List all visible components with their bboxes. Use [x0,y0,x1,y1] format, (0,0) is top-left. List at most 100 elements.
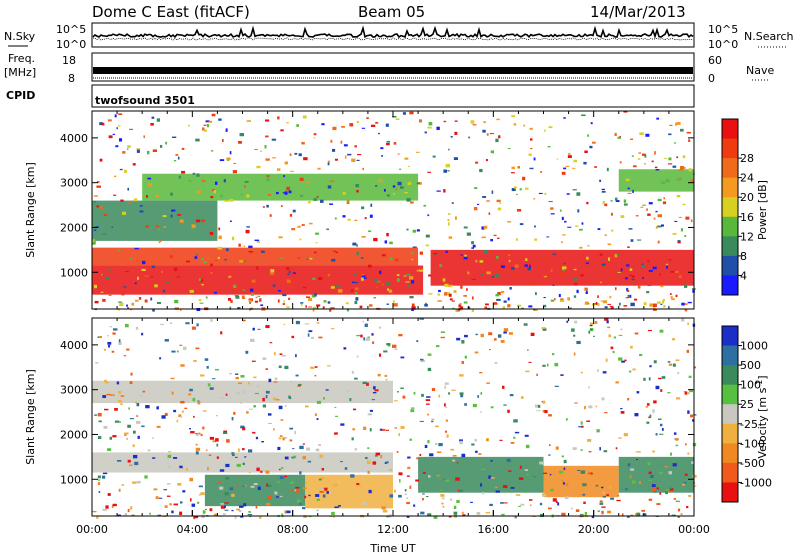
echo-speckle [496,298,501,301]
echo-speckle [356,154,362,156]
echo-speckle [136,402,140,407]
echo-speckle [336,284,341,288]
echo-speckle [247,513,253,516]
echo-speckle [396,391,399,393]
echo-speckle [220,506,225,509]
echo-speckle [500,340,505,343]
echo-speckle [254,239,259,242]
echo-speckle [310,366,315,369]
echo-speckle [484,303,489,306]
echo-speckle [213,189,216,194]
echo-speckle [303,157,308,161]
echo-speckle [137,276,139,280]
echo-speckle [131,514,135,516]
echo-speckle [108,344,111,348]
echo-speckle [120,395,125,397]
echo-speckle [659,433,664,435]
echo-speckle [289,427,293,430]
echo-speckle [139,205,143,207]
nsky-bottom-tick: 10^0 [56,38,86,51]
echo-speckle [344,155,347,159]
echo-speckle [129,381,133,385]
echo-speckle [659,273,662,276]
echo-speckle [678,169,684,171]
echo-speckle [96,185,101,188]
echo-speckle [284,161,288,165]
echo-speckle [283,323,286,325]
echo-speckle [404,191,408,194]
freq-unit: [MHz] [4,66,36,79]
echo-speckle [224,199,229,202]
echo-speckle [286,306,290,309]
colorbar-frame [721,118,739,296]
echo-speckle [129,128,134,130]
echo-speckle [266,204,269,208]
echo-speckle [136,148,141,150]
echo-speckle [453,505,457,510]
echo-speckle [98,436,102,440]
echo-speckle [467,271,470,275]
colorbar-tick-label: 24 [740,172,754,185]
echo-speckle [468,306,471,309]
echo-speckle [426,403,430,405]
echo-speckle [109,326,113,328]
echo-speckle [129,418,134,420]
echo-speckle [448,236,453,239]
echo-speckle [331,148,336,152]
echo-speckle [627,246,630,248]
echo-speckle [128,464,133,466]
echo-speckle [511,267,515,270]
echo-speckle [600,300,605,302]
echo-speckle [445,250,448,253]
echo-speckle [544,129,546,132]
velocity-speckle [92,318,697,520]
echo-speckle [305,305,308,308]
echo-speckle [387,288,390,291]
echo-speckle [118,391,121,394]
echo-speckle [205,449,208,451]
echo-speckle [108,135,113,139]
echo-speckle [593,255,596,257]
echo-speckle [447,219,450,221]
freq-top-tick: 18 [62,54,76,67]
echo-speckle [601,190,606,193]
echo-speckle [241,295,245,299]
echo-speckle [485,159,488,162]
echo-speckle [316,322,320,324]
echo-speckle [599,281,602,284]
echo-speckle [464,254,467,258]
echo-speckle [139,210,144,213]
echo-speckle [112,328,118,331]
echo-speckle [284,456,289,460]
echo-speckle [416,269,421,272]
echo-speckle [317,444,321,446]
echo-speckle [331,258,336,262]
echo-speckle [599,253,603,256]
echo-speckle [161,415,166,419]
colorbar-tick-label: 100 [740,379,761,392]
echo-speckle [166,463,169,465]
echo-speckle [103,348,106,351]
echo-speckle [463,301,468,304]
echo-speckle [318,336,323,339]
echo-speckle [361,275,366,278]
echo-speckle [178,414,182,418]
echo-speckle [304,481,307,484]
echo-speckle [388,289,393,293]
echo-speckle [317,277,323,280]
echo-speckle [236,391,241,396]
echo-speckle [631,155,634,157]
echo-speckle [267,194,272,196]
echo-speckle [265,368,268,370]
echo-speckle [281,466,284,470]
echo-speckle [299,177,304,181]
echo-speckle [419,420,424,422]
echo-speckle [676,156,679,159]
echo-speckle [363,277,367,279]
echo-speckle [159,144,163,148]
echo-speckle [641,263,644,265]
echo-speckle [444,430,448,433]
echo-speckle [496,256,499,259]
echo-speckle [619,161,622,164]
echo-speckle [256,266,259,270]
